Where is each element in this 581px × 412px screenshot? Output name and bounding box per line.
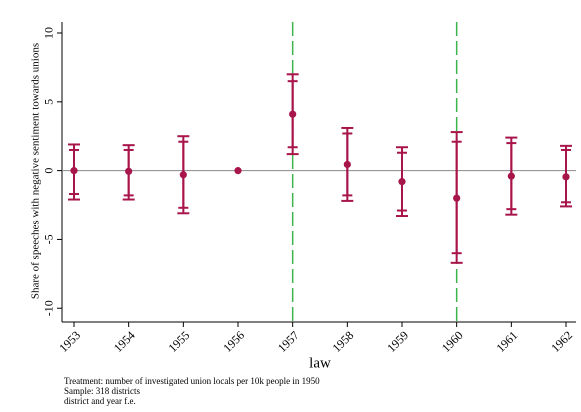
- point-estimate: [562, 173, 570, 181]
- x-axis-label: law: [309, 355, 331, 371]
- point-estimate: [398, 178, 406, 186]
- point-estimate: [125, 167, 133, 175]
- y-axis-label: Share of speeches with negative sentimen…: [30, 43, 42, 299]
- point-estimate: [70, 167, 78, 175]
- point-estimate: [507, 172, 515, 180]
- note: Treatment: number of investigated union …: [64, 376, 320, 386]
- note: district and year f.e.: [64, 396, 136, 406]
- point-estimate: [453, 194, 461, 202]
- y-tick-label: -5: [42, 234, 56, 244]
- y-tick-label: 0: [42, 168, 56, 174]
- point-estimate: [179, 171, 187, 179]
- point-estimate: [234, 167, 242, 175]
- y-tick-label: 5: [42, 99, 56, 105]
- point-estimate: [343, 160, 351, 169]
- point-estimate: [289, 110, 297, 118]
- y-tick-label: 10: [42, 27, 56, 39]
- y-tick-label: -10: [42, 300, 56, 316]
- note: Sample: 318 districts: [64, 386, 140, 396]
